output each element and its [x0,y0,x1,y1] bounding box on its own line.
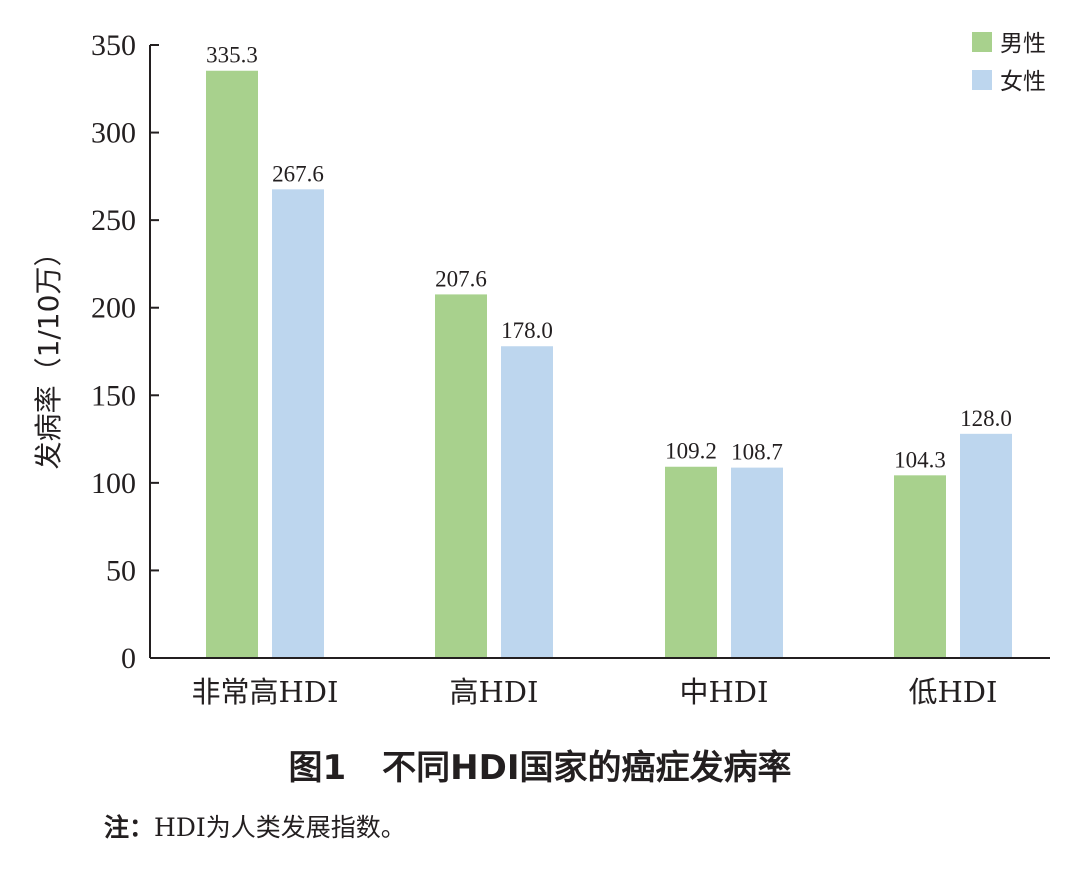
y-tick-label: 250 [91,204,136,237]
y-tick-label: 200 [91,292,136,325]
bar [435,294,487,658]
y-tick-label: 50 [106,554,136,587]
figure-caption: 图1 不同HDI国家的癌症发病率 [0,740,1080,789]
x-tick-label: 低HDI [909,675,998,709]
y-axis-ticks: 0 50 100 150 200 250 300 350 [91,29,159,675]
y-tick-label: 350 [91,29,136,62]
note-label: 注： [104,813,155,842]
legend-label: 男性 [1000,31,1046,57]
x-axis-labels: 非常高HDI 高HDI 中HDI 低HDI [192,675,998,709]
legend-label: 女性 [1000,69,1046,95]
bars [206,70,1012,659]
value-label: 207.6 [435,266,487,291]
bar [731,467,783,658]
figure-title: 不同HDI国家的癌症发病率 [382,748,792,788]
y-tick-label: 100 [91,467,136,500]
value-label: 128.0 [960,406,1012,431]
value-label: 335.3 [206,43,258,68]
legend-swatch [972,32,992,52]
bar-chart: 0 50 100 150 200 250 300 350 335.3 267.6 207.6 178… [32,29,1050,709]
bar [960,433,1012,658]
bar [665,466,717,658]
note-text: HDI为人类发展指数。 [154,813,406,842]
y-tick-label: 300 [91,117,136,150]
value-label: 267.6 [272,161,324,186]
bar [272,189,324,658]
y-axis-label: 发病率（1/10万） [32,239,65,470]
y-tick-label: 0 [121,642,136,675]
legend-swatch [972,70,992,90]
y-tick-label: 150 [91,379,136,412]
value-label: 108.7 [731,440,783,465]
bar [501,346,553,658]
bar [894,475,946,658]
x-tick-label: 高HDI [450,675,539,709]
value-label: 104.3 [894,447,946,472]
figure-number: 图1 [288,748,347,788]
value-label: 178.0 [501,318,553,343]
value-labels: 335.3 267.6 207.6 178.0 109.2 108.7 104.3 128.0 [206,43,1012,473]
x-tick-label: 中HDI [680,675,769,709]
x-tick-label: 非常高HDI [192,675,339,709]
bar [206,70,258,659]
value-label: 109.2 [665,439,717,464]
figure-note: 注：HDI为人类发展指数。 [104,808,406,844]
